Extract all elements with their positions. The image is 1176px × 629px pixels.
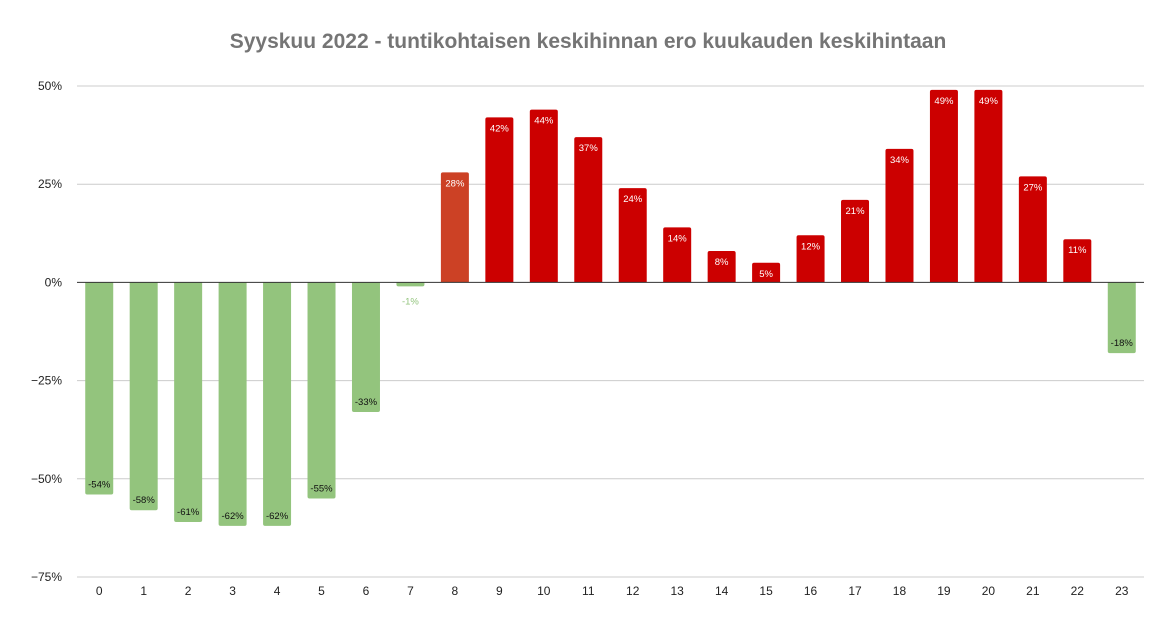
x-tick-label: 8	[452, 584, 459, 598]
x-tick-label: 19	[937, 584, 951, 598]
data-label: -1%	[402, 296, 419, 307]
bar	[529, 109, 558, 283]
y-tick-label: 0%	[45, 275, 63, 289]
bar	[129, 282, 158, 511]
bar	[218, 282, 247, 526]
y-tick-label: −25%	[31, 374, 62, 388]
data-label: 11%	[1068, 245, 1087, 256]
bar	[440, 172, 469, 283]
bar	[174, 282, 203, 523]
y-tick-label: 25%	[38, 177, 62, 191]
chart-title: Syyskuu 2022 - tuntikohtaisen keskihinna…	[229, 30, 947, 53]
data-label: 24%	[623, 194, 643, 205]
x-tick-label: 16	[804, 584, 818, 598]
data-label: 49%	[979, 96, 999, 107]
x-tick-label: 21	[1026, 584, 1040, 598]
x-tick-label: 12	[626, 584, 640, 598]
data-label: 8%	[715, 257, 729, 268]
data-label: 27%	[1023, 182, 1043, 193]
x-tick-label: 5	[318, 584, 325, 598]
data-label: 28%	[445, 178, 465, 189]
x-tick-label: 23	[1115, 584, 1129, 598]
bar	[1107, 282, 1136, 354]
x-tick-label: 15	[759, 584, 773, 598]
bar	[796, 235, 825, 283]
data-label: 49%	[934, 96, 954, 107]
data-label: -54%	[88, 480, 111, 491]
x-tick-label: 17	[848, 584, 862, 598]
bar	[85, 282, 114, 495]
x-tick-label: 20	[982, 584, 996, 598]
x-tick-label: 22	[1071, 584, 1085, 598]
bar	[885, 148, 914, 283]
x-tick-label: 3	[229, 584, 236, 598]
bar	[485, 117, 514, 283]
data-label: -33%	[355, 397, 378, 408]
x-tick-label: 7	[407, 584, 414, 598]
data-label: 37%	[579, 143, 599, 154]
bar	[574, 137, 603, 283]
x-tick-label: 0	[96, 584, 103, 598]
data-label: 42%	[490, 123, 510, 134]
x-tick-label: 6	[363, 584, 370, 598]
x-tick-label: 18	[893, 584, 907, 598]
y-tick-label: −75%	[31, 570, 62, 584]
bar	[1018, 176, 1047, 283]
bar	[307, 282, 336, 499]
x-tick-label: 10	[537, 584, 551, 598]
data-label: -62%	[222, 511, 245, 522]
bar	[752, 262, 781, 283]
data-label: 5%	[759, 269, 773, 280]
data-label: 34%	[890, 155, 910, 166]
bar	[663, 227, 692, 283]
x-tick-label: 14	[715, 584, 729, 598]
x-tick-label: 2	[185, 584, 192, 598]
y-tick-label: 50%	[38, 79, 62, 93]
bar	[929, 89, 958, 283]
bar	[1063, 239, 1092, 283]
data-label: 12%	[801, 241, 821, 252]
bar	[618, 188, 647, 283]
bar	[351, 282, 380, 413]
x-tick-label: 4	[274, 584, 281, 598]
data-label: 14%	[668, 233, 688, 244]
bar	[974, 89, 1003, 283]
data-label: 21%	[846, 206, 866, 217]
data-label: -61%	[177, 507, 200, 518]
bar	[396, 282, 425, 287]
x-tick-label: 1	[140, 584, 147, 598]
data-label: 44%	[534, 116, 554, 127]
bar	[263, 282, 292, 526]
x-tick-label: 13	[671, 584, 685, 598]
x-tick-label: 9	[496, 584, 503, 598]
y-tick-label: −50%	[31, 472, 62, 486]
data-label: -55%	[310, 483, 333, 494]
bar	[841, 199, 870, 283]
data-label: -58%	[133, 495, 156, 506]
x-tick-label: 11	[582, 584, 595, 598]
data-label: -62%	[266, 511, 289, 522]
bar	[707, 250, 736, 283]
data-label: -18%	[1111, 338, 1134, 349]
